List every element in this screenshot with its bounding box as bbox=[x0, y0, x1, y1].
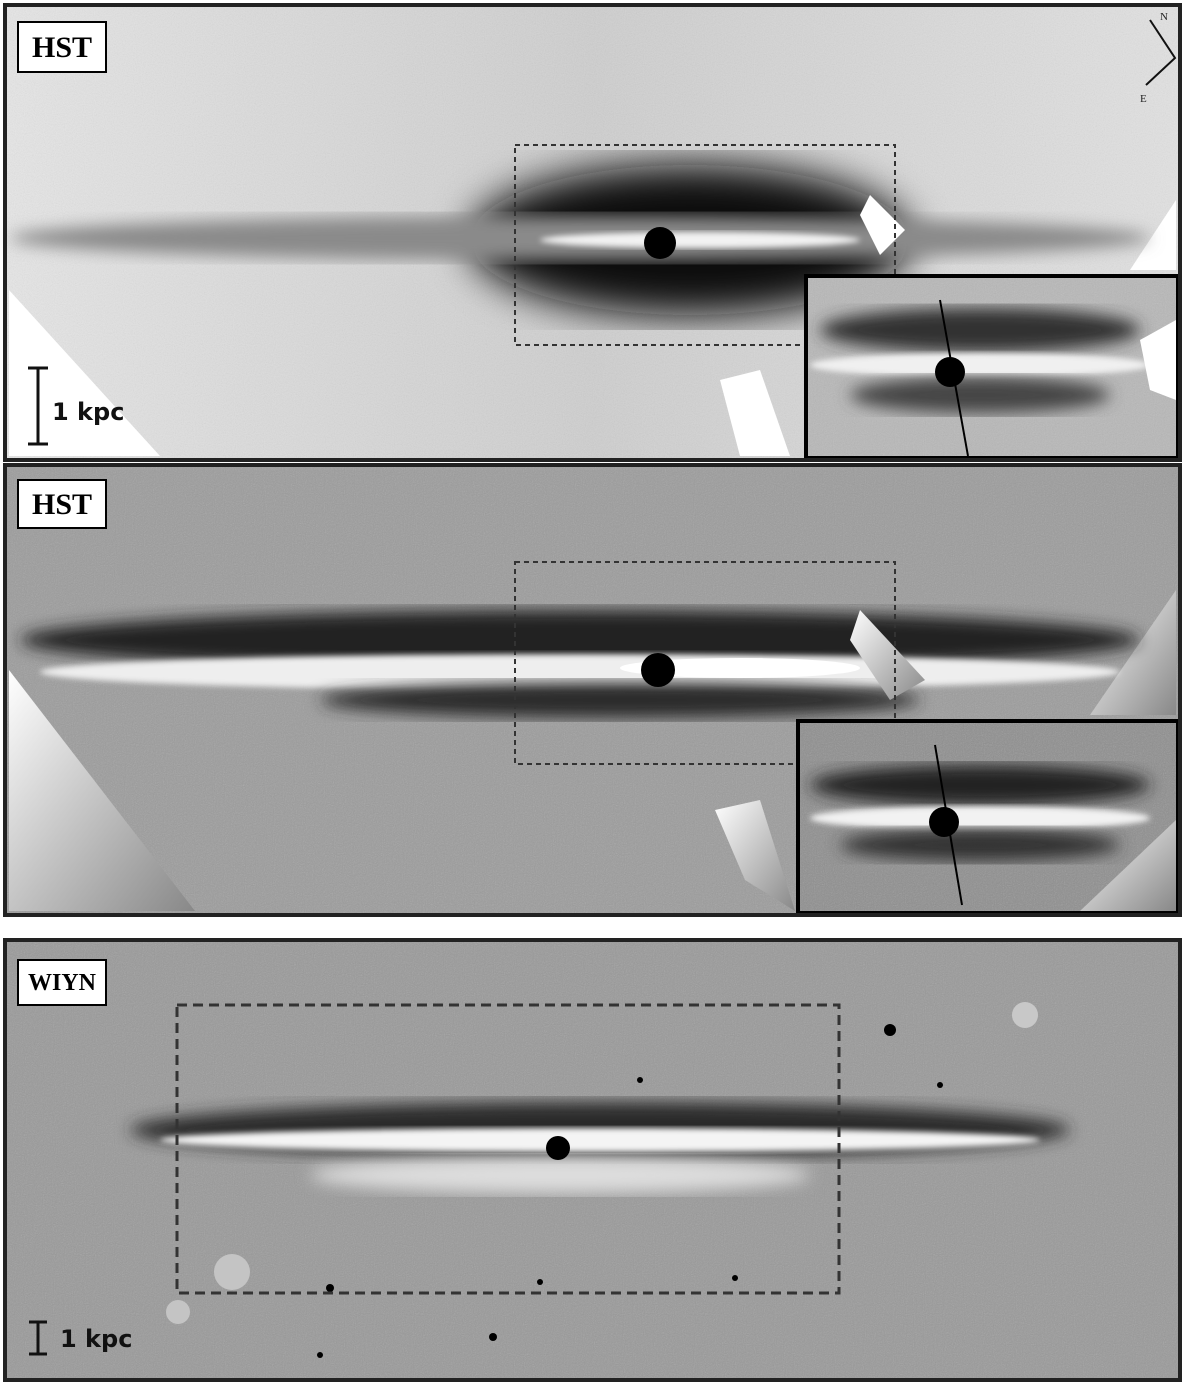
label-box bbox=[17, 479, 107, 529]
label-box bbox=[17, 21, 107, 73]
scale-bar bbox=[29, 1320, 47, 1356]
star bbox=[884, 1024, 896, 1036]
inset-disk bbox=[810, 353, 1150, 377]
inset-dust bbox=[850, 377, 1110, 413]
ghost bbox=[166, 1300, 190, 1324]
panel-hst-top: HST 1 kpc N E bbox=[3, 3, 1182, 462]
mosaic-edge bbox=[850, 610, 925, 700]
ghost bbox=[214, 1254, 250, 1290]
inset bbox=[796, 719, 1180, 915]
mosaic-edge bbox=[715, 800, 795, 911]
mosaic-edge bbox=[720, 370, 790, 456]
nucleus bbox=[929, 807, 959, 837]
dust-lane bbox=[320, 682, 920, 718]
ghost bbox=[1012, 1002, 1038, 1028]
zoom-region bbox=[175, 1003, 841, 1295]
inset-dust bbox=[840, 829, 1120, 861]
mosaic-edge bbox=[9, 670, 195, 911]
star bbox=[937, 1082, 943, 1088]
compass-north: N bbox=[1160, 11, 1168, 23]
star bbox=[489, 1333, 497, 1341]
nucleus bbox=[641, 653, 675, 687]
star bbox=[317, 1352, 323, 1358]
halo-light bbox=[310, 1157, 810, 1193]
scale-label: 1 kpc bbox=[52, 398, 124, 426]
compass-east: E bbox=[1140, 93, 1147, 105]
inset-disk bbox=[810, 806, 1150, 830]
disk-light bbox=[620, 658, 860, 678]
panel-label: HST bbox=[32, 488, 92, 521]
inset-dust bbox=[820, 308, 1140, 352]
mosaic-edge bbox=[1140, 320, 1176, 400]
galaxy-disk bbox=[160, 1128, 1040, 1152]
panel-hst-middle: HST bbox=[3, 463, 1182, 917]
stars bbox=[317, 1024, 943, 1358]
inset bbox=[804, 274, 1180, 460]
panel-frame bbox=[3, 3, 1182, 462]
panel-label: WIYN bbox=[28, 970, 97, 996]
diffraction-spike bbox=[939, 299, 969, 457]
nucleus bbox=[935, 357, 965, 387]
nucleus bbox=[546, 1136, 570, 1160]
nucleus bbox=[644, 227, 676, 259]
diffraction-spike bbox=[934, 744, 963, 906]
panel-frame bbox=[3, 938, 1182, 1382]
scale-bar bbox=[28, 366, 48, 446]
scale-label: 1 kpc bbox=[60, 1325, 132, 1353]
mosaic-edge bbox=[1130, 200, 1176, 270]
star bbox=[732, 1275, 738, 1281]
panel-frame bbox=[3, 463, 1182, 917]
disk-light bbox=[540, 232, 860, 248]
panel-wiyn: WIYN 1 kpc bbox=[3, 938, 1182, 1382]
zoom-region bbox=[514, 144, 896, 346]
star bbox=[326, 1284, 334, 1292]
zoom-region bbox=[514, 561, 896, 765]
star bbox=[637, 1077, 643, 1083]
label-box bbox=[17, 959, 107, 1006]
compass bbox=[1145, 19, 1177, 86]
compass-arrows bbox=[1145, 19, 1177, 86]
galaxy-disk bbox=[40, 654, 1120, 690]
mosaic-edge bbox=[1080, 820, 1176, 911]
panel-label: HST bbox=[32, 31, 92, 64]
mosaic-edge bbox=[1090, 590, 1176, 715]
mosaic-edge bbox=[9, 290, 160, 456]
mosaic-edge bbox=[860, 195, 905, 255]
star bbox=[537, 1279, 543, 1285]
inset-dust bbox=[810, 765, 1150, 805]
